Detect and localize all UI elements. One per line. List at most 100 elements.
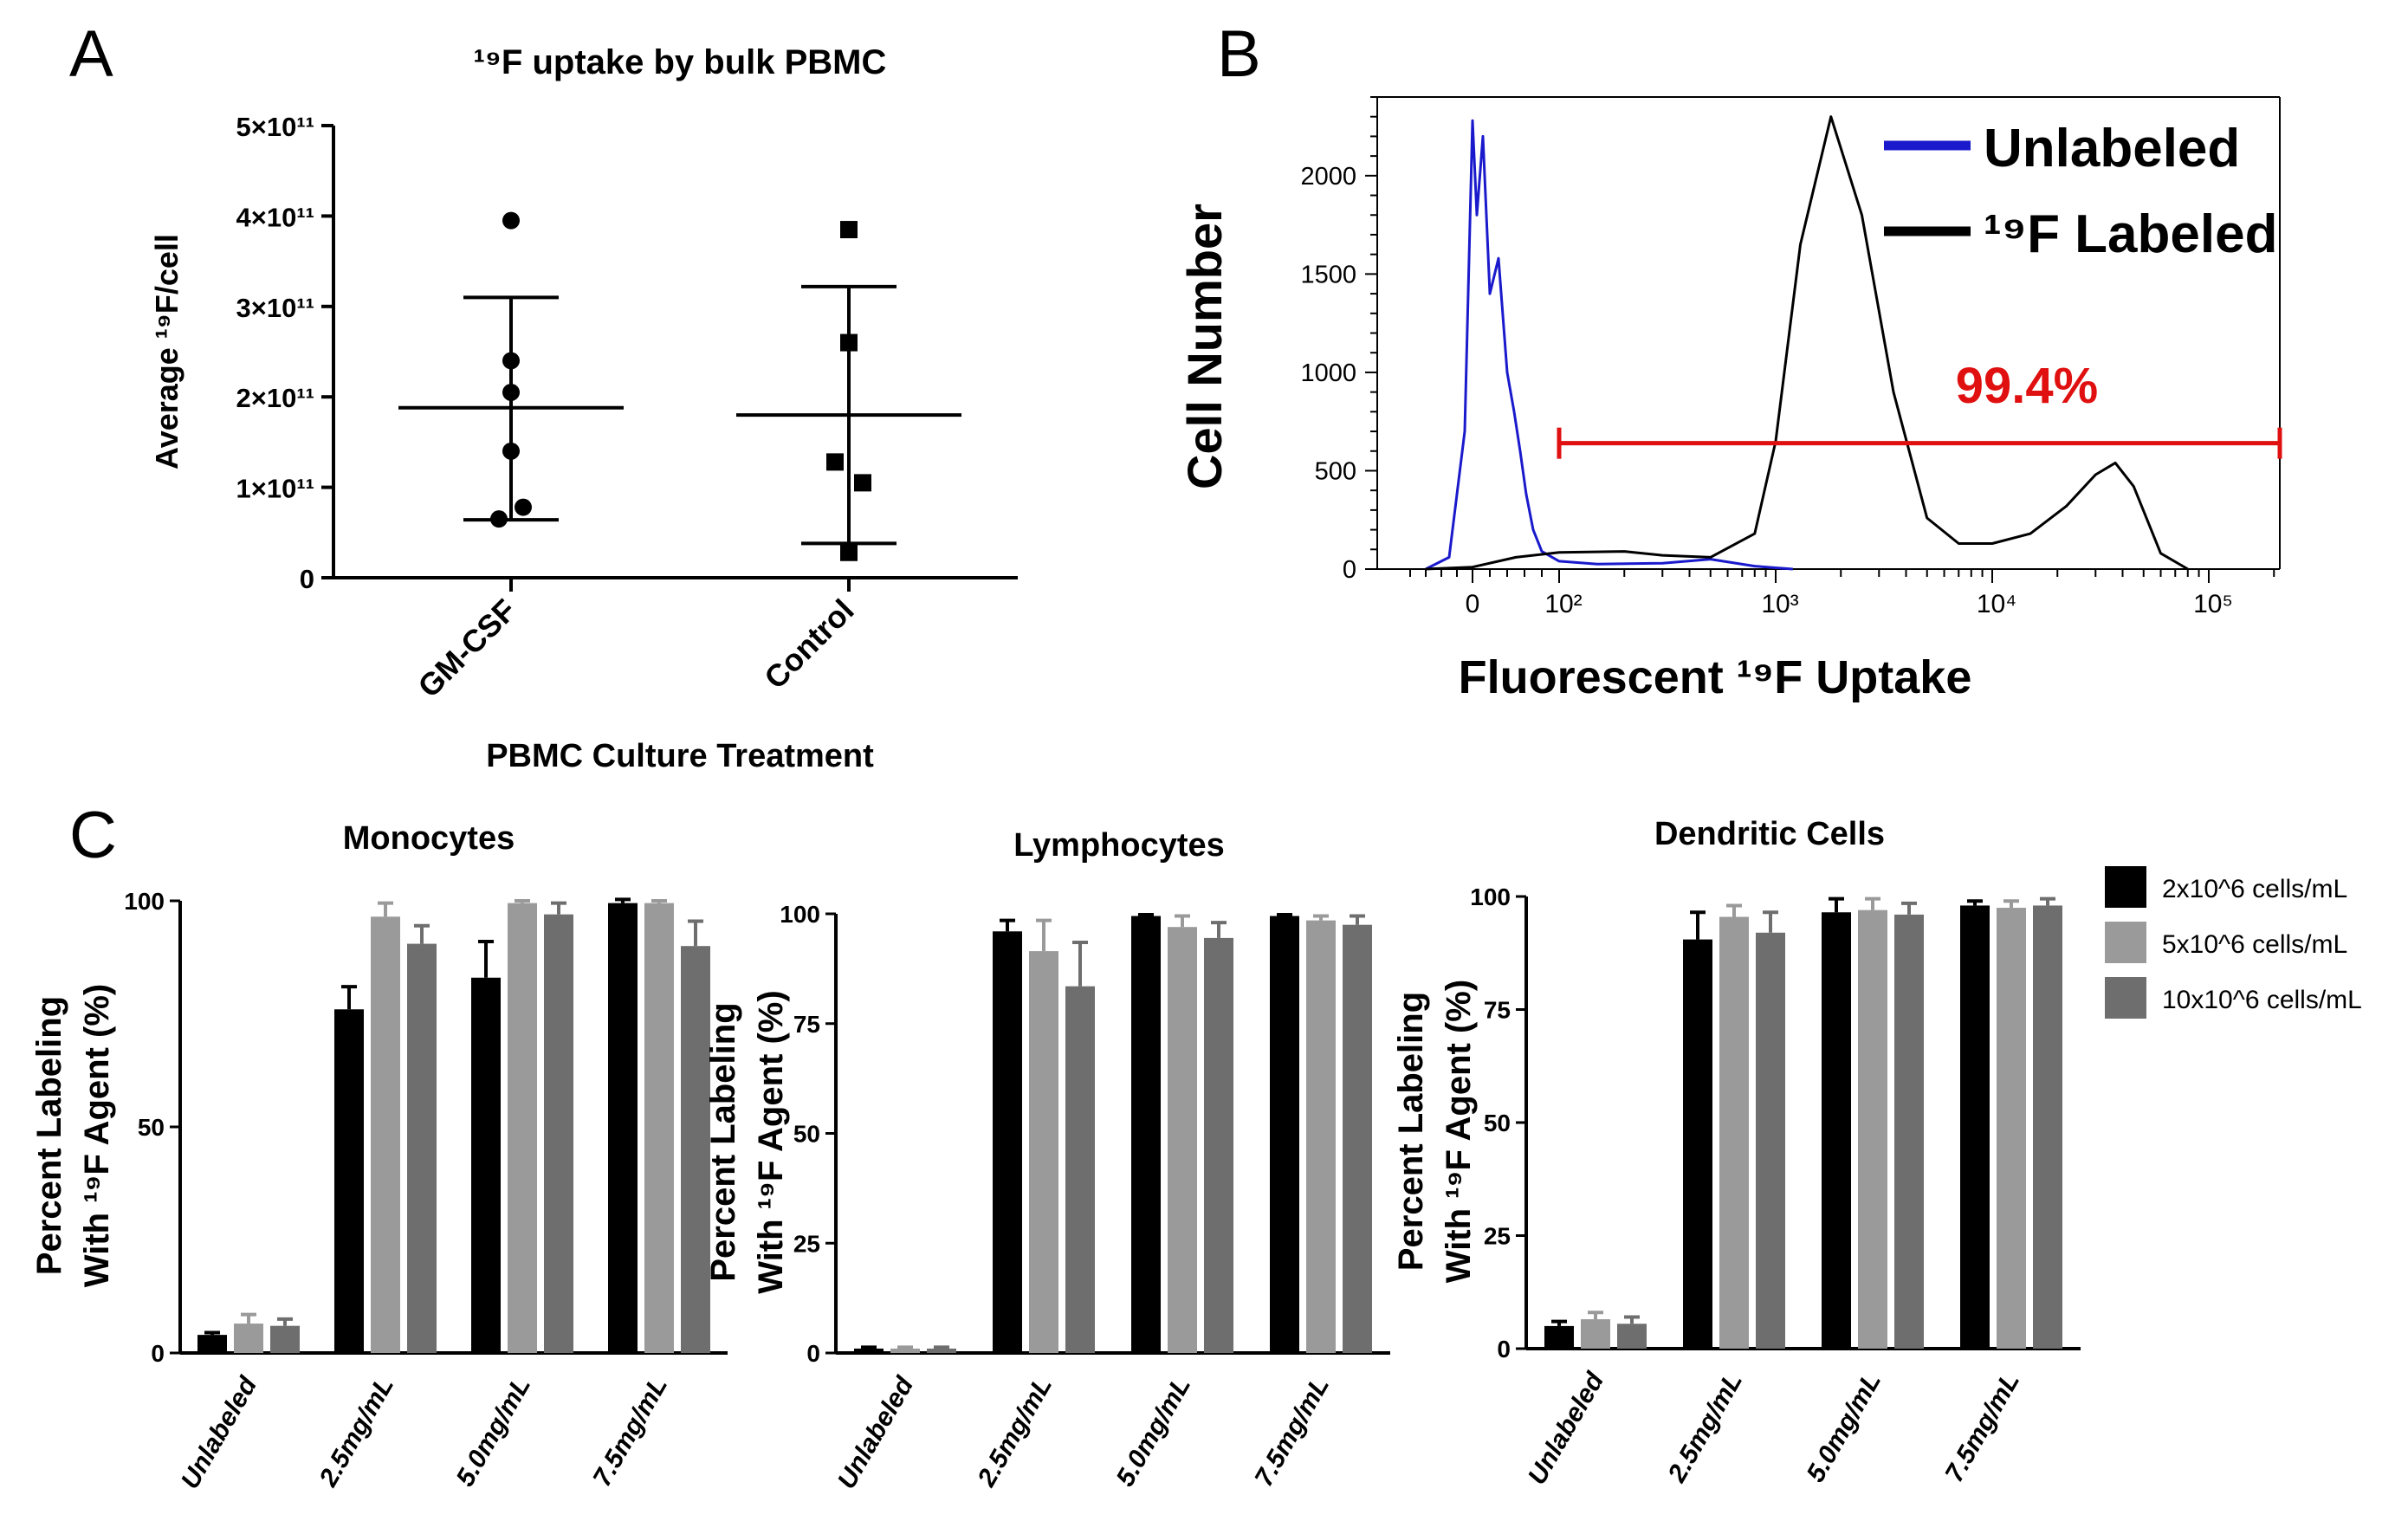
chart-c1-bar [644,903,674,1353]
chart-c1-bar [608,903,638,1353]
chart-a-xtick-label: Control [757,592,860,696]
chart-b-gate-label: 99.4% [1956,358,2098,414]
chart-a-point-control [840,221,858,239]
chart-c1-bar [371,916,400,1353]
panel-c-bar-charts: Monocytes 0 50 100 Percent Labeling With ¹⁹F … [30,816,2362,1494]
chart-c2-ytick-label: 75 [793,1011,820,1038]
chart-c1-xtick-label: 5.0mg/mL [450,1372,536,1492]
chart-c1-bar [544,914,573,1353]
panel-a-scatter-plot: ¹⁹F uptake by bulk PBMC 0 1×10¹¹ 2×10¹¹ 3×10… [149,43,1018,774]
chart-b-ytick-label: 1500 [1300,261,1356,288]
chart-a-point-gmcsf [515,498,532,516]
chart-c1-xtick-label: Unlabeled [176,1371,263,1493]
chart-a-point-gmcsf [502,352,520,370]
chart-c2-bar [1270,916,1299,1353]
chart-b-ylabel: Cell Number [1177,204,1232,489]
chart-c1-ylabel-line: Percent Labeling [30,996,68,1275]
chart-c2-xtick-label: 7.5mg/mL [1249,1372,1335,1492]
chart-c3-bar [1617,1324,1647,1349]
chart-b-series-unlabeled [1425,119,1793,571]
chart-c1-ytick-label: 0 [151,1340,165,1367]
chart-c3-ytick-label: 75 [1484,997,1511,1024]
chart-c-legend-swatch [2105,922,2146,963]
chart-c2-bar [927,1348,956,1353]
chart-c1-bar [681,946,710,1353]
chart-a-xtick-label: GM-CSF [411,592,522,704]
chart-c2-xtick-label: 5.0mg/mL [1110,1372,1196,1492]
chart-c3-bar [2033,905,2062,1349]
chart-a-ytick-label: 1×10¹¹ [236,474,314,504]
chart-c3-bar [1858,909,1887,1349]
chart-c3-ytick-label: 100 [1470,884,1511,910]
chart-c2-bar [1204,937,1233,1353]
chart-c1-ytick-label: 50 [138,1114,165,1141]
chart-b-xtick-label: 10⁵ [2193,590,2233,618]
chart-c3-bar [1756,932,1785,1349]
chart-c2-ylabel: Percent Labeling With ¹⁹F Agent (%) [704,990,790,1293]
chart-b-xtick-label: 10⁴ [1977,590,2016,618]
chart-c2-bar [1029,951,1058,1353]
chart-c1-bar [508,903,537,1353]
chart-c3-bar [1822,912,1851,1349]
chart-c3-bar [1894,914,1924,1349]
chart-a-point-gmcsf [490,510,508,528]
chart-c1-xtick-label: 7.5mg/mL [587,1372,673,1492]
chart-c2-bar [1343,924,1372,1353]
chart-a-point-gmcsf [502,383,520,401]
chart-c1-bar [334,1009,364,1353]
chart-c1-bar [234,1324,263,1353]
chart-a-title: ¹⁹F uptake by bulk PBMC [474,43,887,81]
chart-b-ytick-label: 2000 [1300,163,1356,191]
chart-c1-bar [197,1335,227,1353]
chart-c3-xtick-label: 7.5mg/mL [1939,1368,2025,1487]
chart-b-xlabel: Fluorescent ¹⁹F Uptake [1459,651,1972,703]
chart-b-ytick-label: 0 [1343,556,1356,584]
chart-c2-title: Lymphocytes [1013,827,1225,864]
chart-c1-xtick-label: 2.5mg/mL [314,1372,399,1492]
chart-c1-ytick-label: 100 [124,888,165,915]
chart-a-point-gmcsf [502,211,520,230]
chart-c2-bar [1306,920,1336,1353]
chart-c1-title: Monocytes [343,820,515,857]
chart-c1-bar [407,943,437,1353]
chart-c2-bar [1168,927,1197,1353]
panel-a-letter: A [69,17,113,91]
chart-c-legend-swatch [2105,977,2146,1019]
chart-c2-xtick-label: Unlabeled [832,1371,920,1493]
chart-c1-bar [270,1325,300,1353]
chart-a-ylabel: Average ¹⁹F/cell [149,234,184,469]
chart-c2-ytick-label: 0 [806,1340,820,1367]
chart-c2-bar [854,1348,884,1353]
chart-a-point-control [840,543,858,561]
chart-c-legend-label: 10x10^6 cells/mL [2162,986,2362,1014]
chart-c2-bar [993,931,1022,1353]
chart-a-ytick-label: 0 [300,564,314,594]
chart-c2-ylabel-line: Percent Labeling [704,1002,742,1281]
chart-b-ytick-label: 1000 [1300,359,1356,387]
chart-c3-bar [1581,1319,1610,1349]
chart-c-legend-swatch [2105,866,2146,908]
chart-a-ytick-label: 3×10¹¹ [236,293,314,323]
chart-c2-xtick-label: 2.5mg/mL [972,1372,1058,1492]
chart-a-point-control [840,333,858,352]
panel-b-histogram: 0 500 1000 1500 2000 Cell Number 0 10² 10³ 10⁴ 10⁵… [1177,96,2282,703]
chart-c3-ytick-label: 25 [1484,1223,1511,1250]
chart-c3-xtick-label: 2.5mg/mL [1662,1368,1748,1488]
chart-c2-bar [1131,916,1161,1353]
chart-c1-ylabel: Percent Labeling With ¹⁹F Agent (%) [30,984,116,1287]
chart-c2-ytick-label: 25 [793,1230,820,1257]
chart-c2-bar [890,1348,920,1353]
chart-b-xtick-label: 10² [1544,590,1582,618]
chart-c-legend-label: 5x10^6 cells/mL [2162,930,2347,959]
chart-b-xtick-label: 10³ [1761,590,1798,618]
chart-a-ytick-label: 4×10¹¹ [236,202,314,232]
chart-c2-ylabel-line: With ¹⁹F Agent (%) [752,990,790,1293]
chart-a-ytick-label: 2×10¹¹ [236,383,314,413]
chart-b-legend-label-unlabeled: Unlabeled [1984,119,2240,178]
chart-b-legend-label-labeled: ¹⁹F Labeled [1984,204,2277,264]
chart-c2-bar [1065,986,1095,1353]
chart-a-point-gmcsf [502,442,520,460]
chart-b-series-labeled [1425,115,2189,571]
chart-a-point-control [854,474,871,492]
